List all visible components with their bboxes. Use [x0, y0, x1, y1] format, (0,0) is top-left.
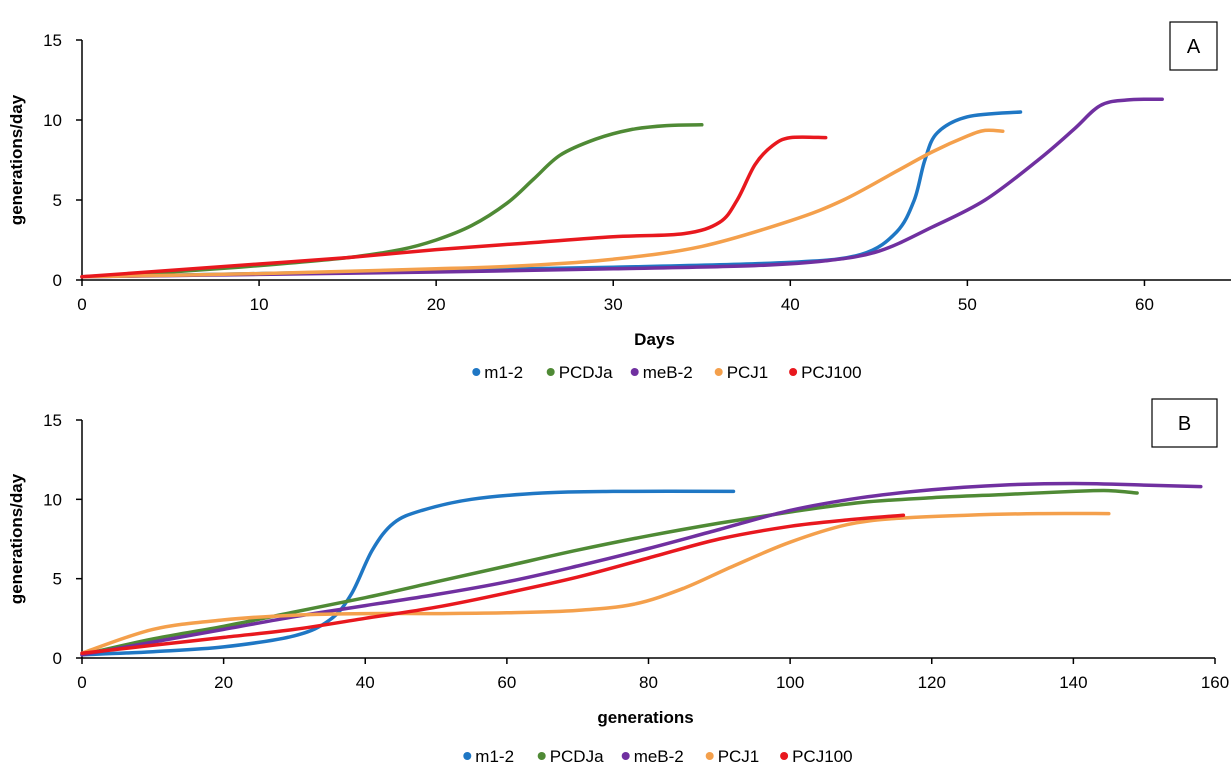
legend: m1-2 PCDJa meB-2 PCJ1 PCJ100: [463, 747, 853, 766]
legend-label: PCJ1: [727, 363, 769, 382]
y-tick-label: 10: [43, 111, 62, 130]
chart-panel-b: 0 5 10 15 0 20 40 60 80 100 120 140 160 generations ge…: [7, 398, 1229, 766]
x-tick-label: 20: [427, 295, 446, 314]
legend-item-meb-2: meB-2: [621, 747, 684, 766]
x-tick-label: 40: [781, 295, 800, 314]
legend-label: PCDJa: [550, 747, 604, 766]
panel-label-box: [1151, 398, 1218, 448]
legend-marker: [780, 752, 789, 760]
chart-panel-a: 0 5 10 15 0 10 20 30 40 50 60 Days generations/day Am…: [7, 21, 1231, 382]
x-tick-label: 10: [250, 295, 269, 314]
panel-label: B: [1178, 413, 1191, 435]
legend-marker: [463, 752, 472, 760]
y-tick-label: 10: [43, 490, 62, 509]
x-tick-label: 0: [77, 295, 86, 314]
series-line-pcj100: [80, 513, 906, 655]
legend-item-pcdja: PCDJa: [546, 363, 613, 382]
legend-label: meB-2: [643, 363, 693, 382]
series-line-meb-2: [80, 481, 1203, 657]
legend-label: m1-2: [475, 747, 514, 766]
series-line-meb-2: [80, 97, 1164, 279]
y-tick-label: 15: [43, 411, 62, 430]
legend-item-pcj100: PCJ100: [789, 363, 862, 382]
legend-label: PCDJa: [559, 363, 613, 382]
panel-label: A: [1187, 36, 1201, 58]
x-tick-label: 60: [1135, 295, 1154, 314]
legend-label: m1-2: [484, 363, 523, 382]
legend-marker: [714, 368, 723, 376]
x-tick-label: 160: [1201, 673, 1229, 692]
legend-marker: [630, 368, 639, 376]
y-tick-label: 5: [53, 191, 62, 210]
legend-item-pcj1: PCJ1: [705, 747, 760, 766]
x-tick-label: 140: [1059, 673, 1087, 692]
y-tick-label: 0: [53, 271, 62, 290]
x-tick-label: 20: [214, 673, 233, 692]
y-tick-label: 0: [53, 649, 62, 668]
legend-marker: [546, 368, 555, 376]
y-tick-label: 15: [43, 31, 62, 50]
x-tick-label: 30: [604, 295, 623, 314]
legend-marker: [472, 368, 481, 376]
legend-label: PCJ100: [801, 363, 861, 382]
series-line-pcj1: [80, 128, 1005, 279]
legend: m1-2 PCDJa meB-2 PCJ1 PCJ100: [472, 363, 862, 382]
legend-marker: [789, 368, 798, 376]
legend-item-pcj100: PCJ100: [780, 747, 853, 766]
legend-item-m1-2: m1-2: [463, 747, 514, 766]
x-tick-label: 40: [356, 673, 375, 692]
y-axis-title: generations/day: [7, 473, 26, 604]
legend-item-pcj1: PCJ1: [714, 363, 769, 382]
x-tick-label: 50: [958, 295, 977, 314]
x-axis-title: generations: [597, 708, 693, 727]
series-line-m1-2: [80, 489, 736, 657]
x-tick-label: 100: [776, 673, 804, 692]
series-line-pcj100: [80, 135, 828, 279]
series-line-pcj1: [80, 511, 1111, 655]
legend-item-m1-2: m1-2: [472, 363, 523, 382]
y-axis-title: generations/day: [7, 94, 26, 225]
legend-label: PCJ100: [792, 747, 852, 766]
panel-label-box: [1169, 21, 1218, 71]
y-tick-label: 5: [53, 570, 62, 589]
legend-marker: [621, 752, 630, 760]
x-tick-label: 60: [497, 673, 516, 692]
legend-label: meB-2: [634, 747, 684, 766]
x-axis-title: Days: [634, 330, 675, 349]
legend-item-meb-2: meB-2: [630, 363, 693, 382]
legend-item-pcdja: PCDJa: [537, 747, 604, 766]
legend-label: PCJ1: [718, 747, 760, 766]
x-tick-label: 120: [918, 673, 946, 692]
x-tick-label: 80: [639, 673, 658, 692]
legend-marker: [537, 752, 546, 760]
legend-marker: [705, 752, 714, 760]
x-tick-label: 0: [77, 673, 86, 692]
